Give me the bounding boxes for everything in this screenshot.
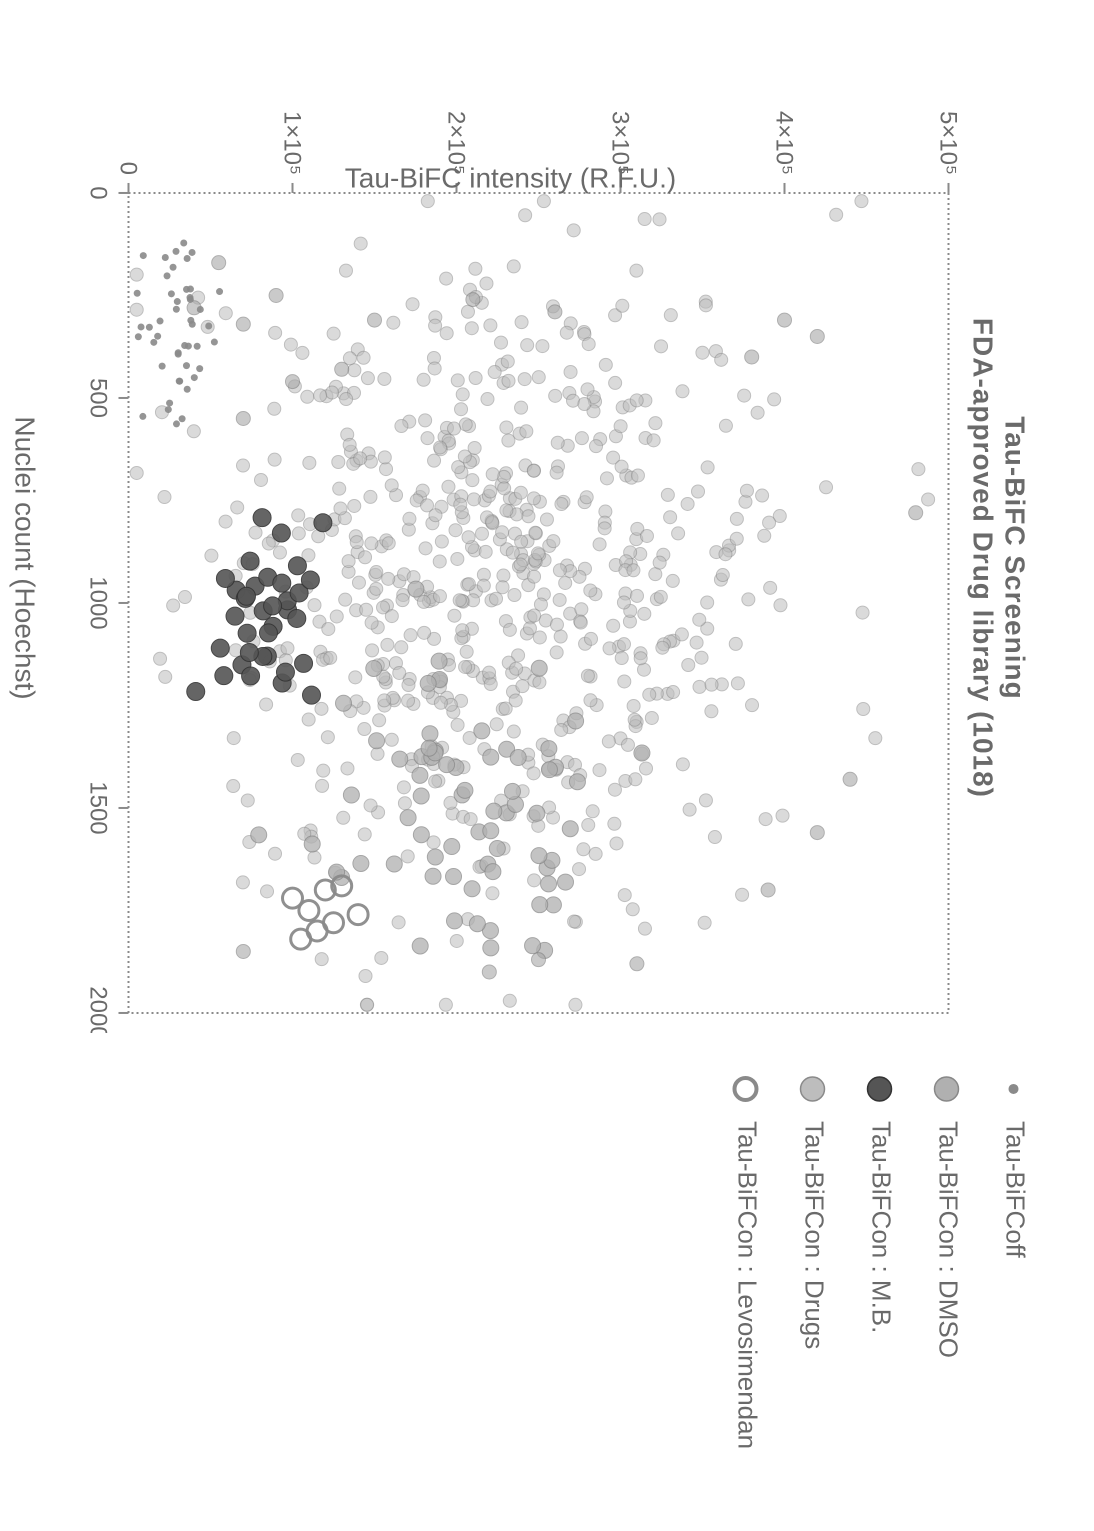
legend-label: Tau-BiFCon : M.B. [866,1120,897,1332]
legend-label: Tau-BiFCoff [1000,1120,1031,1257]
x-axis-label: Nuclei count (Hoechst) [9,416,41,699]
chart-title-line1: Tau-BiFC Screening [999,82,1031,1032]
legend-marker-icon [933,1072,963,1102]
stage: Tau-BiFC Screening FDA-approved Drug lib… [0,0,1094,1531]
legend-item-dmso: Tau-BiFCon : DMSO [933,1072,964,1448]
legend-item-offset: Tau-BiFCoff [1000,1072,1031,1448]
legend-label: Tau-BiFCon : DMSO [933,1120,964,1357]
svg-text:4×10⁵: 4×10⁵ [771,110,798,174]
chart-column: Tau-BiFC Screening FDA-approved Drug lib… [64,82,1031,1032]
legend-item-drugs: Tau-BiFCon : Drugs [799,1072,830,1448]
svg-text:2000: 2000 [85,986,112,1033]
scatter-plot: 050010001500200001×10⁵2×10⁵3×10⁵4×10⁵5×1… [69,82,959,1032]
legend-marker-icon [732,1072,762,1102]
legend-label: Tau-BiFCon : Drugs [799,1120,830,1348]
legend-marker-icon [866,1072,896,1102]
svg-text:1500: 1500 [85,781,112,834]
legend-item-levo: Tau-BiFCon : Levosimendan [732,1072,763,1448]
chart-title-line2: FDA-approved Drug library (1018) [967,82,999,1032]
svg-text:5×10⁵: 5×10⁵ [935,110,959,174]
svg-text:1×10⁵: 1×10⁵ [279,110,306,174]
chart-title: Tau-BiFC Screening FDA-approved Drug lib… [967,82,1031,1032]
legend-marker-icon [799,1072,829,1102]
legend-label: Tau-BiFCon : Levosimendan [732,1120,763,1448]
svg-text:1000: 1000 [85,576,112,629]
legend: Tau-BiFCoff Tau-BiFCon : DMSO Tau-BiFCon :… [732,1072,1031,1448]
svg-text:500: 500 [85,377,112,417]
legend-item-mb: Tau-BiFCon : M.B. [866,1072,897,1448]
plot-box: Tau-BiFC intensity (R.F.U.) Nuclei count… [64,82,959,1032]
y-axis-label: Tau-BiFC intensity (R.F.U.) [345,162,676,194]
svg-text:0: 0 [115,161,142,174]
svg-text:0: 0 [85,186,112,199]
rotated-wrapper: Tau-BiFC Screening FDA-approved Drug lib… [64,82,1031,1448]
legend-marker-icon [1000,1072,1030,1102]
